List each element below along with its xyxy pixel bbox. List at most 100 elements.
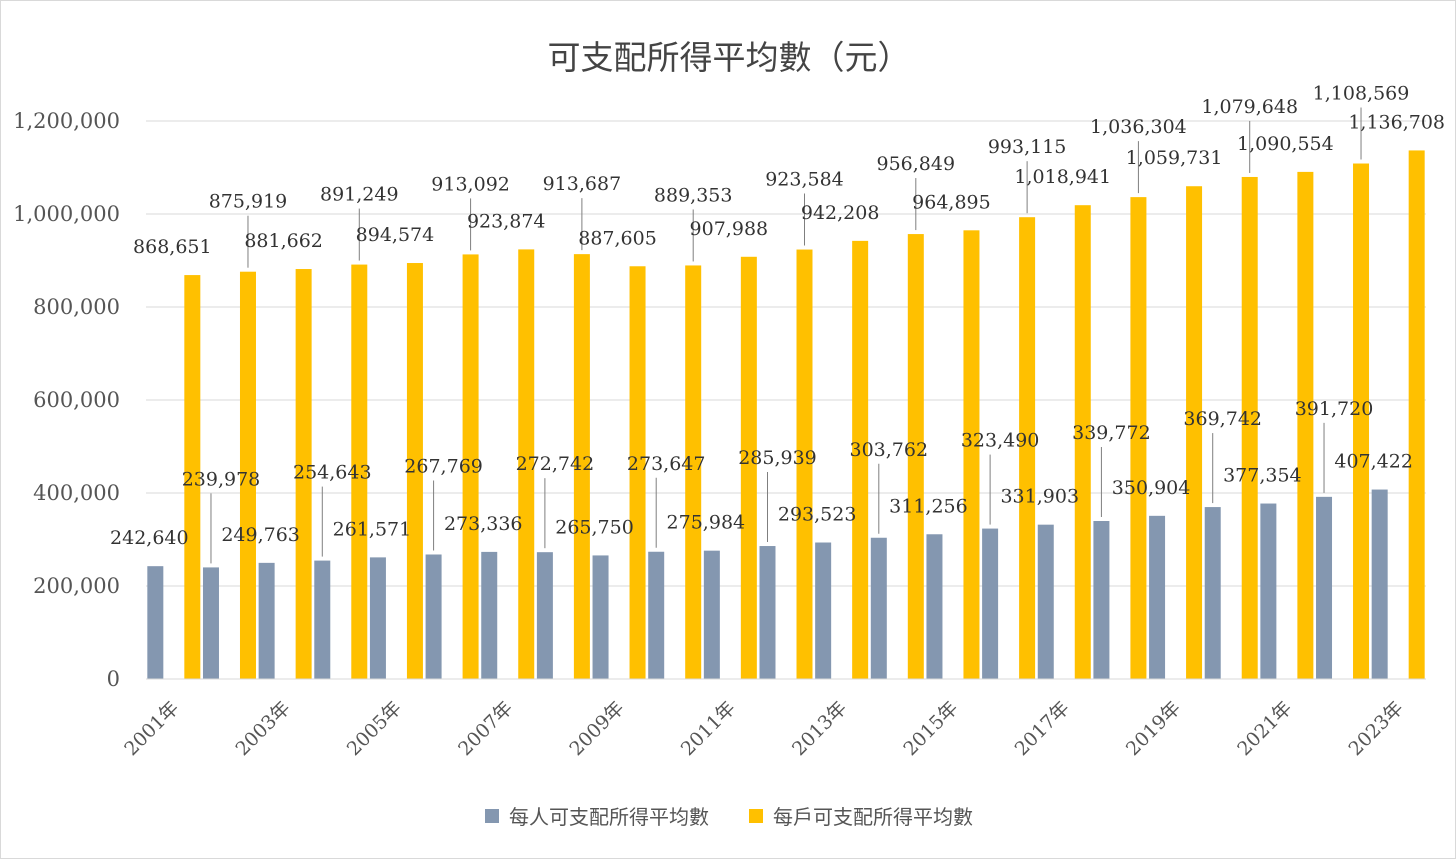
data-label-per-person: 377,354 <box>1223 465 1302 487</box>
bar-per-household <box>796 249 813 679</box>
bar-per-household <box>518 249 535 679</box>
legend-label-per-person: 每人可支配所得平均數 <box>509 805 709 829</box>
data-label-per-household: 881,662 <box>244 230 323 252</box>
bar-per-household <box>573 254 590 679</box>
data-label-per-household: 1,036,304 <box>1090 116 1187 138</box>
data-label-per-household: 1,018,941 <box>1014 166 1111 188</box>
data-label-per-household: 907,988 <box>690 218 769 240</box>
data-label-per-household: 913,092 <box>431 173 510 195</box>
bar-per-person <box>1204 507 1221 679</box>
bar-per-person <box>1316 496 1333 679</box>
data-label-per-person: 275,984 <box>667 512 746 534</box>
bar-per-household <box>1186 186 1203 679</box>
data-label-per-household: 1,090,554 <box>1237 133 1334 155</box>
bar-per-household <box>462 254 479 679</box>
bar-per-person <box>1037 524 1054 679</box>
data-label-per-household: 868,651 <box>133 236 212 258</box>
data-label-per-person: 249,763 <box>221 524 300 546</box>
x-tick-label: 2007年 <box>454 697 517 760</box>
bar-per-person <box>369 557 386 679</box>
bar-per-household <box>907 234 924 679</box>
y-tick-label: 0 <box>107 667 120 691</box>
data-label-per-person: 369,742 <box>1183 408 1262 430</box>
x-tick-label: 2003年 <box>231 697 294 760</box>
bar-per-household <box>1130 197 1147 679</box>
data-label-per-household: 1,059,731 <box>1126 147 1223 169</box>
data-label-per-household: 894,574 <box>356 224 435 246</box>
data-label-per-person: 265,750 <box>555 516 634 538</box>
legend-swatch-per-person <box>485 808 499 823</box>
x-tick-label: 2013年 <box>788 697 851 760</box>
x-tick-label: 2015年 <box>899 697 962 760</box>
legend-item-per-person: 每人可支配所得平均數 <box>485 801 709 830</box>
bar-per-household <box>239 271 256 679</box>
data-label-per-person: 267,769 <box>404 455 483 477</box>
data-label-per-person: 261,571 <box>333 518 412 540</box>
bar-per-household <box>1297 171 1314 679</box>
data-label-per-person: 273,647 <box>627 453 706 475</box>
data-label-per-person: 285,939 <box>738 447 817 469</box>
bar-per-person <box>926 534 943 679</box>
legend-swatch-per-household <box>749 808 763 823</box>
bar-per-person <box>314 560 331 679</box>
data-label-per-household: 1,079,648 <box>1201 96 1298 118</box>
data-label-per-household: 891,249 <box>320 184 399 206</box>
y-tick-label: 400,000 <box>33 481 120 505</box>
y-tick-label: 600,000 <box>33 388 120 412</box>
bar-per-person <box>147 566 164 679</box>
bar-per-household <box>740 256 757 679</box>
data-label-per-household: 964,895 <box>912 191 991 213</box>
data-label-per-person: 272,742 <box>516 453 595 475</box>
x-tick-label: 2019年 <box>1122 697 1185 760</box>
bar-per-person <box>1093 521 1110 679</box>
bar-per-household <box>184 275 201 679</box>
bar-per-person <box>592 555 609 679</box>
data-label-per-person: 323,490 <box>961 430 1040 452</box>
data-label-per-household: 923,874 <box>467 210 546 232</box>
bar-per-person <box>258 562 275 679</box>
data-label-per-person: 391,720 <box>1295 398 1374 420</box>
bar-per-person <box>536 552 553 679</box>
x-tick-label: 2011年 <box>677 697 740 760</box>
bar-per-person <box>1260 503 1277 679</box>
data-label-per-household: 889,353 <box>654 184 733 206</box>
y-tick-label: 800,000 <box>33 295 120 319</box>
bar-per-person <box>425 554 442 679</box>
data-label-per-household: 887,605 <box>578 227 657 249</box>
y-tick-label: 1,000,000 <box>13 202 120 226</box>
bar-per-person <box>815 542 832 679</box>
bar-per-person <box>1371 489 1388 679</box>
data-label-per-household: 1,108,569 <box>1313 83 1410 105</box>
data-label-per-person: 303,762 <box>850 439 929 461</box>
y-tick-label: 1,200,000 <box>13 109 120 133</box>
bar-per-household <box>629 266 646 679</box>
data-label-per-household: 1,136,708 <box>1348 111 1445 133</box>
bar-per-household <box>963 230 980 679</box>
data-label-per-household: 993,115 <box>988 136 1067 158</box>
data-label-per-person: 407,422 <box>1334 451 1413 473</box>
bar-per-household <box>1241 176 1258 679</box>
data-label-per-household: 923,584 <box>765 169 844 191</box>
data-label-per-household: 913,687 <box>543 173 622 195</box>
data-label-per-person: 242,640 <box>110 527 189 549</box>
data-label-per-person: 293,523 <box>778 504 857 526</box>
legend-item-per-household: 每戶可支配所得平均數 <box>749 801 973 830</box>
bar-per-person <box>481 551 498 679</box>
data-label-per-person: 311,256 <box>889 495 968 517</box>
bar-per-household <box>1408 150 1425 679</box>
data-label-per-person: 331,903 <box>1000 486 1079 508</box>
x-tick-label: 2001年 <box>120 697 183 760</box>
x-tick-label: 2005年 <box>343 697 406 760</box>
data-label-per-household: 942,208 <box>801 202 880 224</box>
bar-per-household <box>295 269 312 679</box>
bar-per-household <box>1019 217 1036 679</box>
x-tick-label: 2021年 <box>1233 697 1296 760</box>
data-label-per-person: 239,978 <box>182 468 261 490</box>
legend-label-per-household: 每戶可支配所得平均數 <box>773 805 973 829</box>
bar-per-person <box>202 567 219 679</box>
data-label-per-household: 875,919 <box>209 191 288 213</box>
bar-per-household <box>685 265 702 679</box>
bar-per-household <box>852 240 869 679</box>
